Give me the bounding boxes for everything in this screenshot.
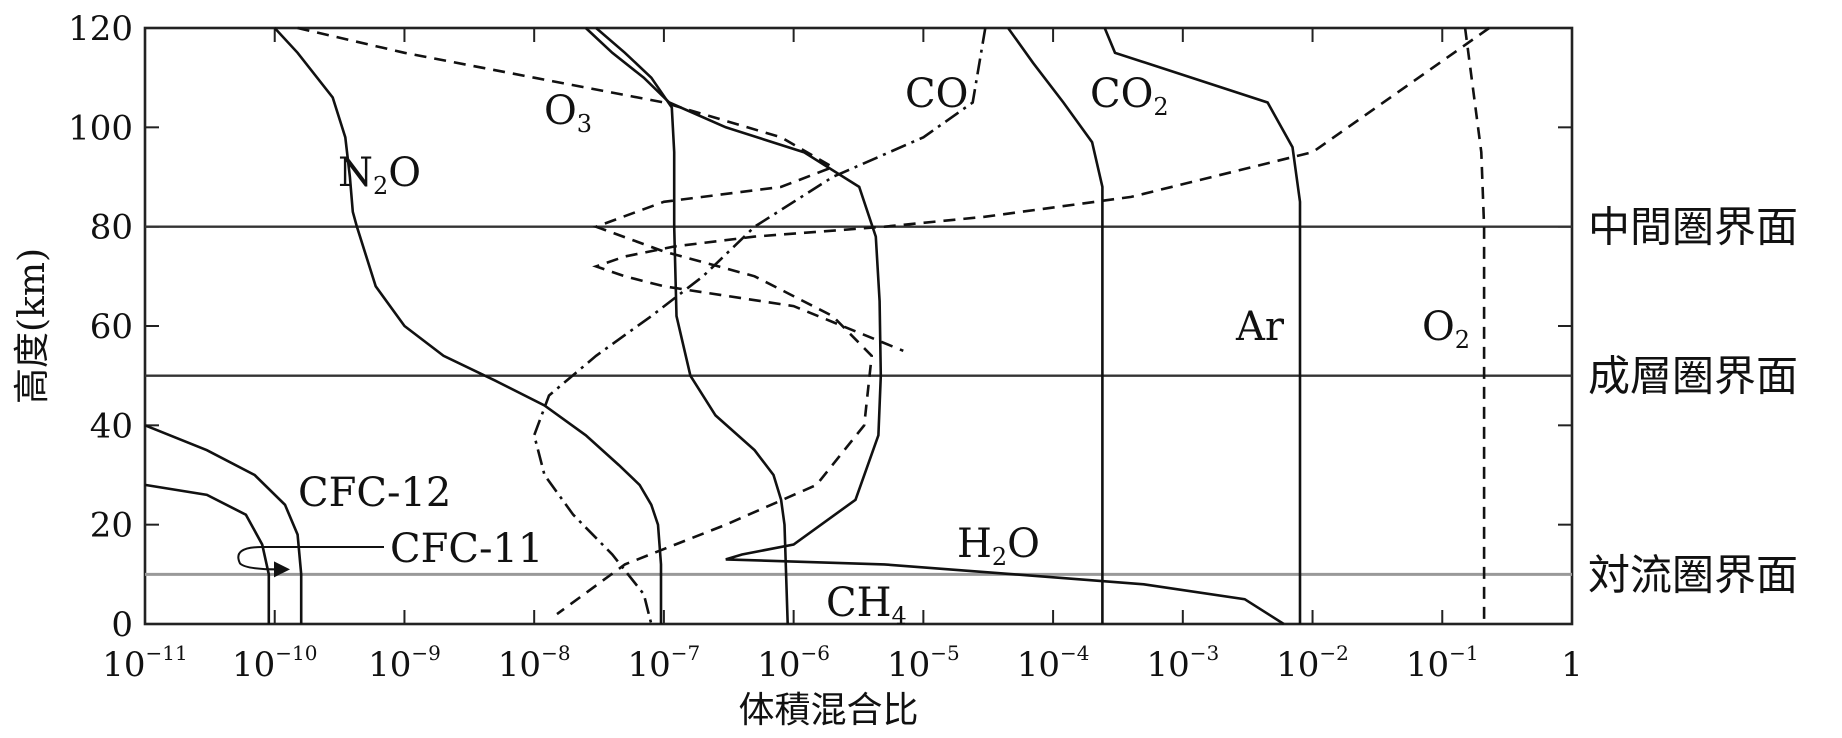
x-tick-label: 10−3: [1146, 641, 1219, 685]
x-tick-label: 10−7: [628, 641, 701, 685]
series-label: CO: [905, 71, 968, 117]
series-label: O2: [1422, 304, 1470, 354]
x-tick-label: 10−1: [1406, 641, 1479, 685]
cfc11-arrowhead: [274, 561, 290, 578]
x-tick-label: 10−10: [232, 641, 317, 685]
series-line: [1007, 27, 1104, 624]
series-label: CO2: [1090, 71, 1169, 121]
x-tick-label: 10−5: [887, 641, 960, 685]
x-tick-label: 10−9: [368, 641, 441, 685]
y-axis-title: 高度(km): [12, 248, 53, 404]
series-line: [595, 27, 789, 625]
boundary-label: 対流圏界面: [1588, 550, 1798, 599]
y-tick-label: 120: [68, 9, 133, 49]
series-label: H2O: [957, 521, 1040, 571]
series-lines: [144, 26, 1490, 626]
y-tick-label: 100: [68, 108, 133, 148]
boundary-label: 中間圏界面: [1588, 203, 1798, 252]
y-tick-label: 80: [90, 208, 133, 248]
series-line: [273, 27, 663, 624]
y-tick-label: 40: [90, 406, 133, 446]
x-tick-label: 1: [1561, 645, 1583, 685]
y-tick-label: 0: [111, 605, 133, 645]
boundary-lines: [145, 225, 1572, 576]
y-tick-label: 20: [90, 506, 133, 546]
series-line: [144, 483, 271, 624]
series-label: CFC-12: [298, 470, 451, 516]
y-tick-label: 60: [90, 307, 133, 347]
x-axis-title: 体積混合比: [738, 690, 918, 731]
plot-frame: [143, 26, 1574, 626]
series-line: [1463, 27, 1486, 624]
series-line: [532, 27, 987, 625]
plot-border: [143, 26, 1574, 626]
boundary-label: 成層圏界面: [1588, 352, 1798, 401]
x-tick-label: 10−4: [1017, 641, 1090, 685]
series-line: [144, 424, 303, 624]
x-tick-label: 10−11: [102, 641, 187, 685]
series-label: Ar: [1235, 304, 1285, 350]
series-line: [297, 26, 874, 616]
cfc11-leader-line: [237, 546, 384, 571]
x-tick-label: 10−2: [1276, 641, 1349, 685]
series-label: N2O: [338, 150, 421, 200]
series-line: [584, 27, 1285, 626]
series-label: O3: [544, 88, 592, 138]
x-tick-label: 10−8: [498, 641, 571, 685]
x-tick-label: 10−6: [757, 641, 830, 685]
series-label: CH4: [826, 580, 907, 630]
series-line: [1103, 27, 1302, 624]
series-label: CFC-11: [390, 526, 543, 572]
